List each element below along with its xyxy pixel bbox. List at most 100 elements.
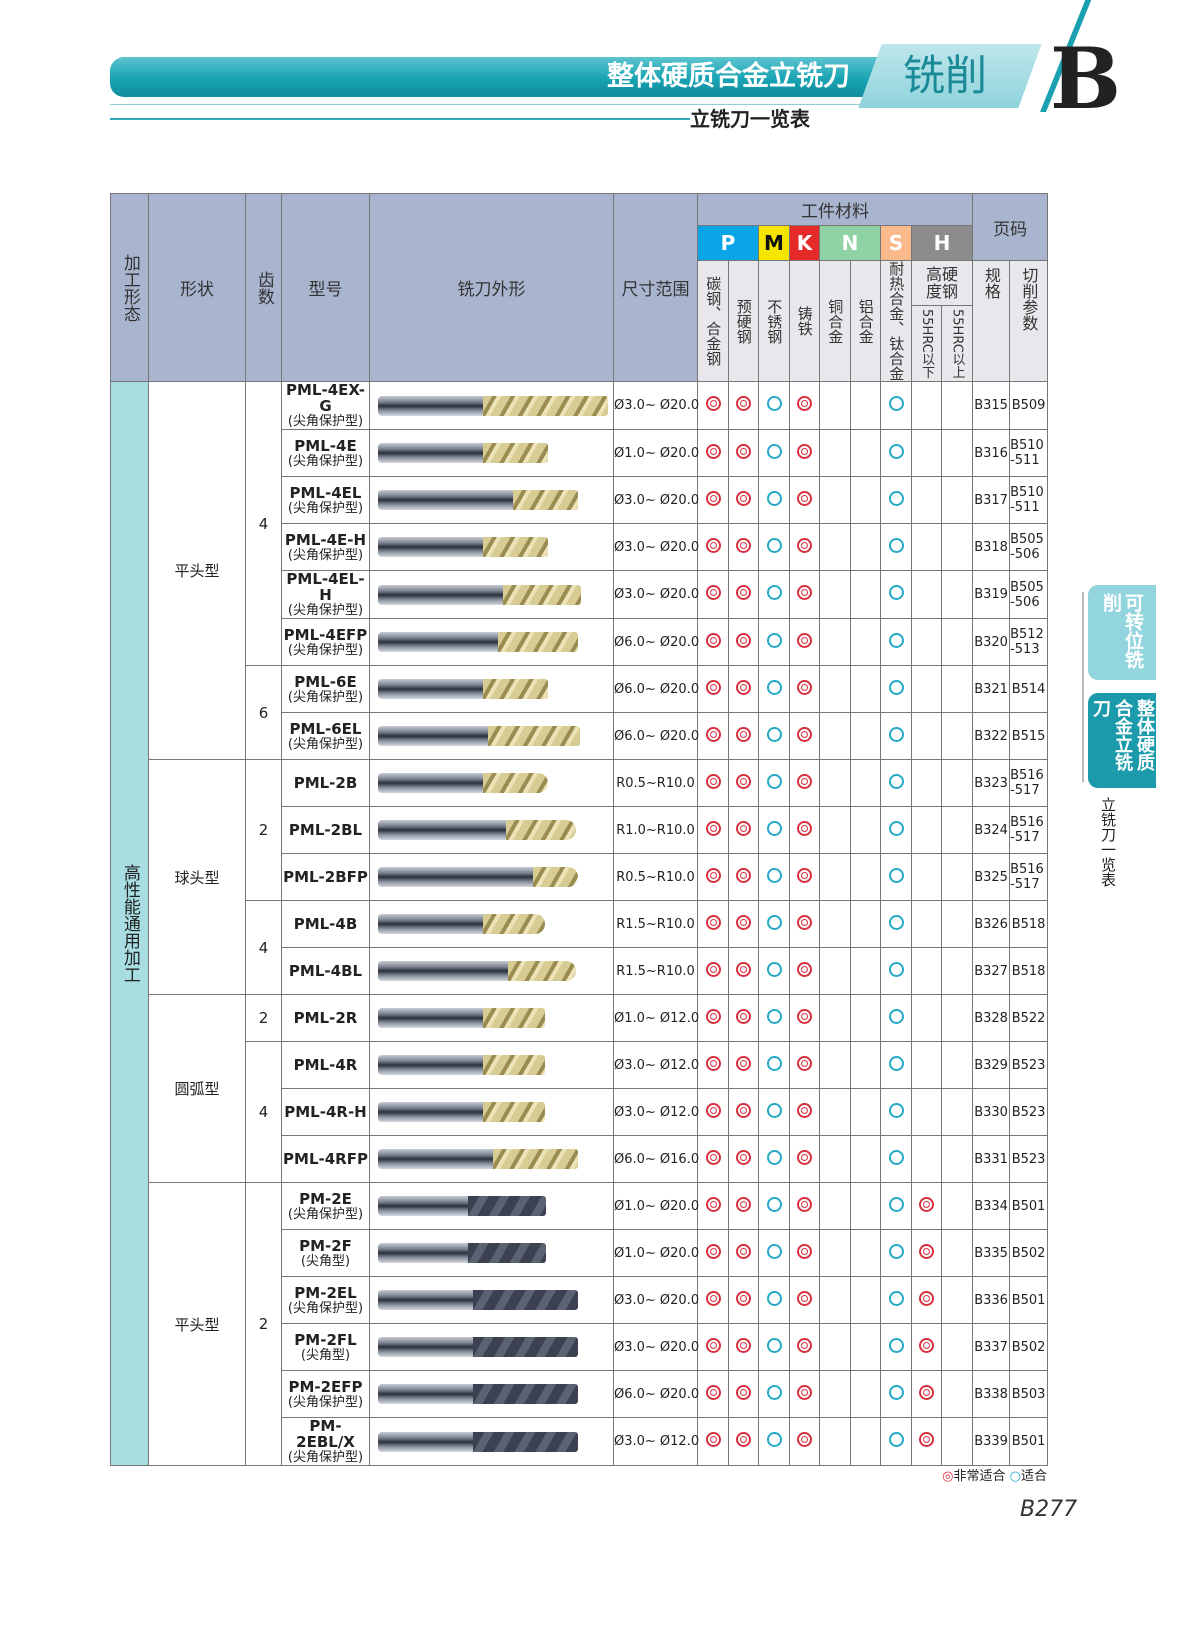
model-cell[interactable]: PML-6EL (尖角保护型) bbox=[281, 712, 370, 760]
model-name[interactable]: PML-6E bbox=[294, 672, 357, 691]
model-name[interactable]: PM-2FL bbox=[294, 1330, 357, 1349]
cutting-params-page-link[interactable]: B512 -513 bbox=[1009, 618, 1049, 666]
model-cell[interactable]: PML-4EL-H (尖角保护型) bbox=[281, 570, 370, 619]
model-name[interactable]: PML-6EL bbox=[289, 719, 362, 738]
model-cell[interactable]: PML-2BFP bbox=[281, 853, 370, 901]
model-name[interactable]: PML-2B bbox=[293, 774, 358, 792]
model-cell[interactable]: PM-2EFP (尖角保护型) bbox=[281, 1370, 370, 1418]
model-cell[interactable]: PML-2B bbox=[281, 759, 370, 807]
spec-page-link[interactable]: B328 bbox=[972, 994, 1011, 1042]
cutting-params-page-link[interactable]: B503 bbox=[1009, 1370, 1049, 1418]
model-cell[interactable]: PM-2EBL/X (尖角保护型) bbox=[281, 1417, 370, 1466]
spec-page-link[interactable]: B335 bbox=[972, 1229, 1011, 1277]
cutting-params-page-link[interactable]: B502 bbox=[1009, 1229, 1049, 1277]
model-name[interactable]: PML-4EFP bbox=[283, 625, 368, 644]
spec-page-link[interactable]: B327 bbox=[972, 947, 1011, 995]
cutting-params-page-link[interactable]: B516 -517 bbox=[1009, 853, 1049, 901]
model-cell[interactable]: PML-4R-H bbox=[281, 1088, 370, 1136]
model-name[interactable]: PML-4EL-H bbox=[286, 570, 365, 604]
model-name[interactable]: PM-2EL bbox=[294, 1283, 357, 1302]
model-cell[interactable]: PM-2FL (尖角型) bbox=[281, 1323, 370, 1371]
spec-page-link[interactable]: B315 bbox=[972, 381, 1011, 430]
spec-page-link[interactable]: B334 bbox=[972, 1182, 1011, 1230]
cutting-params-page-link[interactable]: B518 bbox=[1009, 947, 1049, 995]
model-name[interactable]: PML-4R-H bbox=[284, 1103, 367, 1121]
spec-page-link[interactable]: B317 bbox=[972, 476, 1011, 524]
spec-page-link[interactable]: B338 bbox=[972, 1370, 1011, 1418]
cutting-params-page-link[interactable]: B510 -511 bbox=[1009, 476, 1049, 524]
model-name[interactable]: PM-2F bbox=[299, 1236, 352, 1255]
spec-page-link[interactable]: B336 bbox=[972, 1276, 1011, 1324]
model-name[interactable]: PM-2EBL/X bbox=[296, 1417, 355, 1451]
model-cell[interactable]: PML-4E-H (尖角保护型) bbox=[281, 523, 370, 571]
cutting-params-page-link[interactable]: B523 bbox=[1009, 1041, 1049, 1089]
model-name[interactable]: PML-2BL bbox=[288, 821, 363, 839]
model-cell[interactable]: PML-4E (尖角保护型) bbox=[281, 429, 370, 477]
model-cell[interactable]: PML-4EL (尖角保护型) bbox=[281, 476, 370, 524]
tool-shank bbox=[378, 726, 488, 746]
spec-page-link[interactable]: B331 bbox=[972, 1135, 1011, 1183]
model-name[interactable]: PML-4BL bbox=[288, 962, 363, 980]
spec-page-link[interactable]: B339 bbox=[972, 1417, 1011, 1466]
model-cell[interactable]: PML-2R bbox=[281, 994, 370, 1042]
model-cell[interactable]: PML-2BL bbox=[281, 806, 370, 854]
spec-page-link[interactable]: B337 bbox=[972, 1323, 1011, 1371]
model-name[interactable]: PML-4E bbox=[294, 436, 357, 455]
suitable-icon bbox=[766, 443, 782, 459]
cutting-params-page-link[interactable]: B510 -511 bbox=[1009, 429, 1049, 477]
model-name[interactable]: PML-2R bbox=[293, 1009, 358, 1027]
model-name[interactable]: PML-4R bbox=[293, 1056, 358, 1074]
cutting-params-page-link[interactable]: B518 bbox=[1009, 900, 1049, 948]
cutting-params-page-link[interactable]: B502 bbox=[1009, 1323, 1049, 1371]
spec-page-link[interactable]: B322 bbox=[972, 712, 1011, 760]
model-cell[interactable]: PM-2E (尖角保护型) bbox=[281, 1182, 370, 1230]
model-cell[interactable]: PML-6E (尖角保护型) bbox=[281, 665, 370, 713]
cutting-params-page-link[interactable]: B522 bbox=[1009, 994, 1049, 1042]
rating-cell bbox=[758, 712, 790, 760]
model-cell[interactable]: PML-4BL bbox=[281, 947, 370, 995]
model-name[interactable]: PML-4EL bbox=[289, 483, 362, 502]
cutting-params-page-link[interactable]: B523 bbox=[1009, 1088, 1049, 1136]
spec-page-link[interactable]: B321 bbox=[972, 665, 1011, 713]
spec-page-link[interactable]: B316 bbox=[972, 429, 1011, 477]
model-cell[interactable]: PML-4B bbox=[281, 900, 370, 948]
spec-page-link[interactable]: B325 bbox=[972, 853, 1011, 901]
rating-cell bbox=[880, 1370, 912, 1418]
size-range: Ø3.0~ Ø12.0 bbox=[613, 1417, 699, 1466]
spec-page-link[interactable]: B324 bbox=[972, 806, 1011, 854]
cutting-params-page-link[interactable]: B516 -517 bbox=[1009, 806, 1049, 854]
cutting-params-page-link[interactable]: B501 bbox=[1009, 1276, 1049, 1324]
spec-page-link[interactable]: B326 bbox=[972, 900, 1011, 948]
cutting-params-page-link[interactable]: B509 bbox=[1009, 381, 1049, 430]
cutting-params-page-link[interactable]: B516 -517 bbox=[1009, 759, 1049, 807]
model-cell[interactable]: PM-2F (尖角型) bbox=[281, 1229, 370, 1277]
spec-page-link[interactable]: B323 bbox=[972, 759, 1011, 807]
model-name[interactable]: PM-2EFP bbox=[288, 1377, 363, 1396]
model-name[interactable]: PML-4EX-G bbox=[286, 381, 365, 415]
model-cell[interactable]: PM-2EL (尖角保护型) bbox=[281, 1276, 370, 1324]
model-cell[interactable]: PML-4R bbox=[281, 1041, 370, 1089]
spec-page-link[interactable]: B330 bbox=[972, 1088, 1011, 1136]
model-cell[interactable]: PML-4EX-G (尖角保护型) bbox=[281, 381, 370, 430]
model-name[interactable]: PML-4B bbox=[293, 915, 358, 933]
spec-page-link[interactable]: B319 bbox=[972, 570, 1011, 619]
model-name[interactable]: PM-2E bbox=[299, 1189, 352, 1208]
very-suitable-icon bbox=[919, 1290, 934, 1306]
cutting-params-page-link[interactable]: B523 bbox=[1009, 1135, 1049, 1183]
cutting-params-page-link[interactable]: B505 -506 bbox=[1009, 523, 1049, 571]
model-name[interactable]: PML-4E-H bbox=[284, 530, 367, 549]
cutting-params-page-link[interactable]: B501 bbox=[1009, 1182, 1049, 1230]
cutting-params-page-link[interactable]: B501 bbox=[1009, 1417, 1049, 1466]
spec-page-link[interactable]: B329 bbox=[972, 1041, 1011, 1089]
side-tab-solid-carbide-endmill[interactable]: 整体硬质合金立铣刀 bbox=[1088, 693, 1156, 788]
spec-page-link[interactable]: B320 bbox=[972, 618, 1011, 666]
model-cell[interactable]: PML-4RFP bbox=[281, 1135, 370, 1183]
model-name[interactable]: PML-4RFP bbox=[283, 1150, 368, 1168]
cutting-params-page-link[interactable]: B505 -506 bbox=[1009, 570, 1049, 619]
spec-page-link[interactable]: B318 bbox=[972, 523, 1011, 571]
model-cell[interactable]: PML-4EFP (尖角保护型) bbox=[281, 618, 370, 666]
model-name[interactable]: PML-2BFP bbox=[283, 868, 368, 886]
cutting-params-page-link[interactable]: B514 bbox=[1009, 665, 1049, 713]
side-tab-indexable-milling[interactable]: 可转位铣削 bbox=[1088, 585, 1156, 680]
cutting-params-page-link[interactable]: B515 bbox=[1009, 712, 1049, 760]
